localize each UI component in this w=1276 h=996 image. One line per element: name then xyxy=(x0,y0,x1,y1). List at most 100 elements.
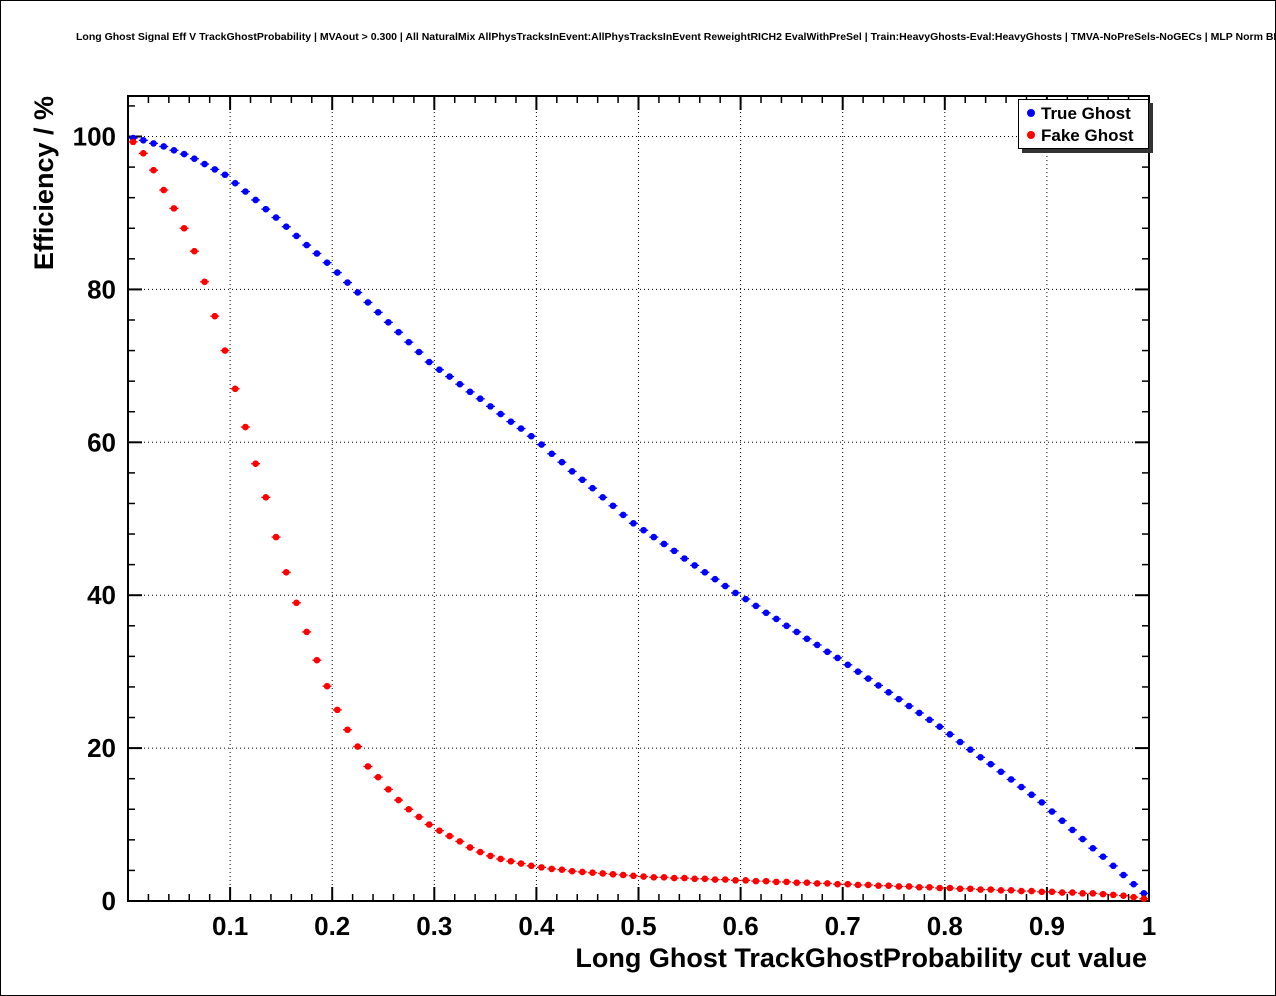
data-point xyxy=(711,575,719,583)
data-point xyxy=(1069,889,1076,896)
y-tick-label: 40 xyxy=(87,580,116,610)
data-point xyxy=(1099,890,1107,898)
data-point xyxy=(446,832,453,840)
data-point xyxy=(160,186,168,194)
data-point xyxy=(579,868,586,876)
data-point xyxy=(1048,888,1056,896)
data-point xyxy=(732,589,739,597)
data-point xyxy=(395,328,402,336)
data-point xyxy=(252,460,259,468)
data-point xyxy=(905,702,913,710)
data-point xyxy=(1018,887,1025,895)
data-point xyxy=(272,533,280,541)
data-point xyxy=(466,388,474,396)
data-point xyxy=(946,731,954,738)
x-tick-label: 0.6 xyxy=(723,911,759,941)
data-point xyxy=(834,880,841,888)
data-point xyxy=(721,876,729,883)
data-point xyxy=(752,877,760,885)
data-point xyxy=(415,813,423,821)
data-point xyxy=(609,502,617,510)
data-point xyxy=(967,885,974,893)
data-point xyxy=(395,796,402,804)
data-point xyxy=(936,723,943,730)
data-point xyxy=(793,628,801,636)
data-point xyxy=(609,870,617,878)
data-point xyxy=(773,878,780,886)
y-tick-label: 100 xyxy=(73,122,116,152)
x-tick-label: 0.3 xyxy=(416,911,452,941)
data-point xyxy=(670,547,678,555)
data-point xyxy=(1007,776,1015,783)
data-point xyxy=(558,458,566,466)
data-point xyxy=(293,232,300,240)
y-tick-label: 0 xyxy=(102,886,116,916)
data-point xyxy=(660,540,668,548)
data-point xyxy=(313,656,321,664)
data-point xyxy=(1038,888,1046,896)
data-point xyxy=(630,520,637,527)
data-point xyxy=(242,423,249,431)
data-point xyxy=(191,247,198,255)
data-point xyxy=(201,278,208,286)
data-point xyxy=(762,877,770,885)
data-point xyxy=(1079,835,1086,843)
data-point xyxy=(282,223,290,231)
data-point xyxy=(1109,891,1117,899)
data-point xyxy=(1028,791,1035,799)
data-point xyxy=(640,526,647,534)
legend-entry-fake-ghost: Fake Ghost xyxy=(1019,127,1148,144)
data-point xyxy=(517,425,525,432)
data-point xyxy=(180,224,188,232)
x-tick-label: 0.2 xyxy=(314,911,350,941)
data-point xyxy=(211,166,219,173)
data-point xyxy=(374,773,382,781)
x-tick-label: 0.9 xyxy=(1029,911,1065,941)
data-point xyxy=(548,450,556,458)
data-point xyxy=(334,269,341,276)
data-point xyxy=(589,869,596,877)
data-point xyxy=(1028,887,1035,895)
data-point xyxy=(211,312,219,320)
data-point xyxy=(497,410,504,418)
data-point xyxy=(956,738,964,746)
data-point xyxy=(854,668,862,675)
data-point xyxy=(436,366,443,373)
data-point xyxy=(1089,844,1097,852)
data-point xyxy=(354,743,362,750)
x-tick-label: 0.7 xyxy=(825,911,861,941)
data-point xyxy=(538,441,545,448)
data-point xyxy=(150,166,157,174)
data-point xyxy=(926,883,933,891)
data-point xyxy=(456,380,464,388)
data-point xyxy=(303,628,310,636)
data-point xyxy=(1140,890,1148,897)
data-point xyxy=(282,568,290,576)
data-point xyxy=(364,763,372,770)
data-point xyxy=(303,241,310,249)
data-point xyxy=(854,881,862,889)
data-point xyxy=(762,609,770,617)
data-point xyxy=(374,309,382,316)
data-point xyxy=(1130,893,1137,901)
data-point xyxy=(905,883,913,890)
data-point xyxy=(1079,890,1086,897)
data-point xyxy=(1069,826,1076,834)
data-point xyxy=(344,726,351,734)
x-tick-label: 0.8 xyxy=(927,911,963,941)
data-point xyxy=(936,884,943,892)
legend-label-true-ghost: True Ghost xyxy=(1041,103,1131,123)
data-point xyxy=(752,602,760,610)
data-point xyxy=(813,880,821,887)
data-point xyxy=(313,250,321,257)
data-point xyxy=(824,880,831,887)
data-point xyxy=(599,870,607,877)
data-point xyxy=(354,289,362,296)
data-point xyxy=(487,403,494,410)
data-point xyxy=(681,874,688,882)
x-tick-label: 1 xyxy=(1142,911,1156,941)
data-point xyxy=(885,882,892,890)
data-point xyxy=(721,582,729,590)
data-point xyxy=(691,562,698,569)
